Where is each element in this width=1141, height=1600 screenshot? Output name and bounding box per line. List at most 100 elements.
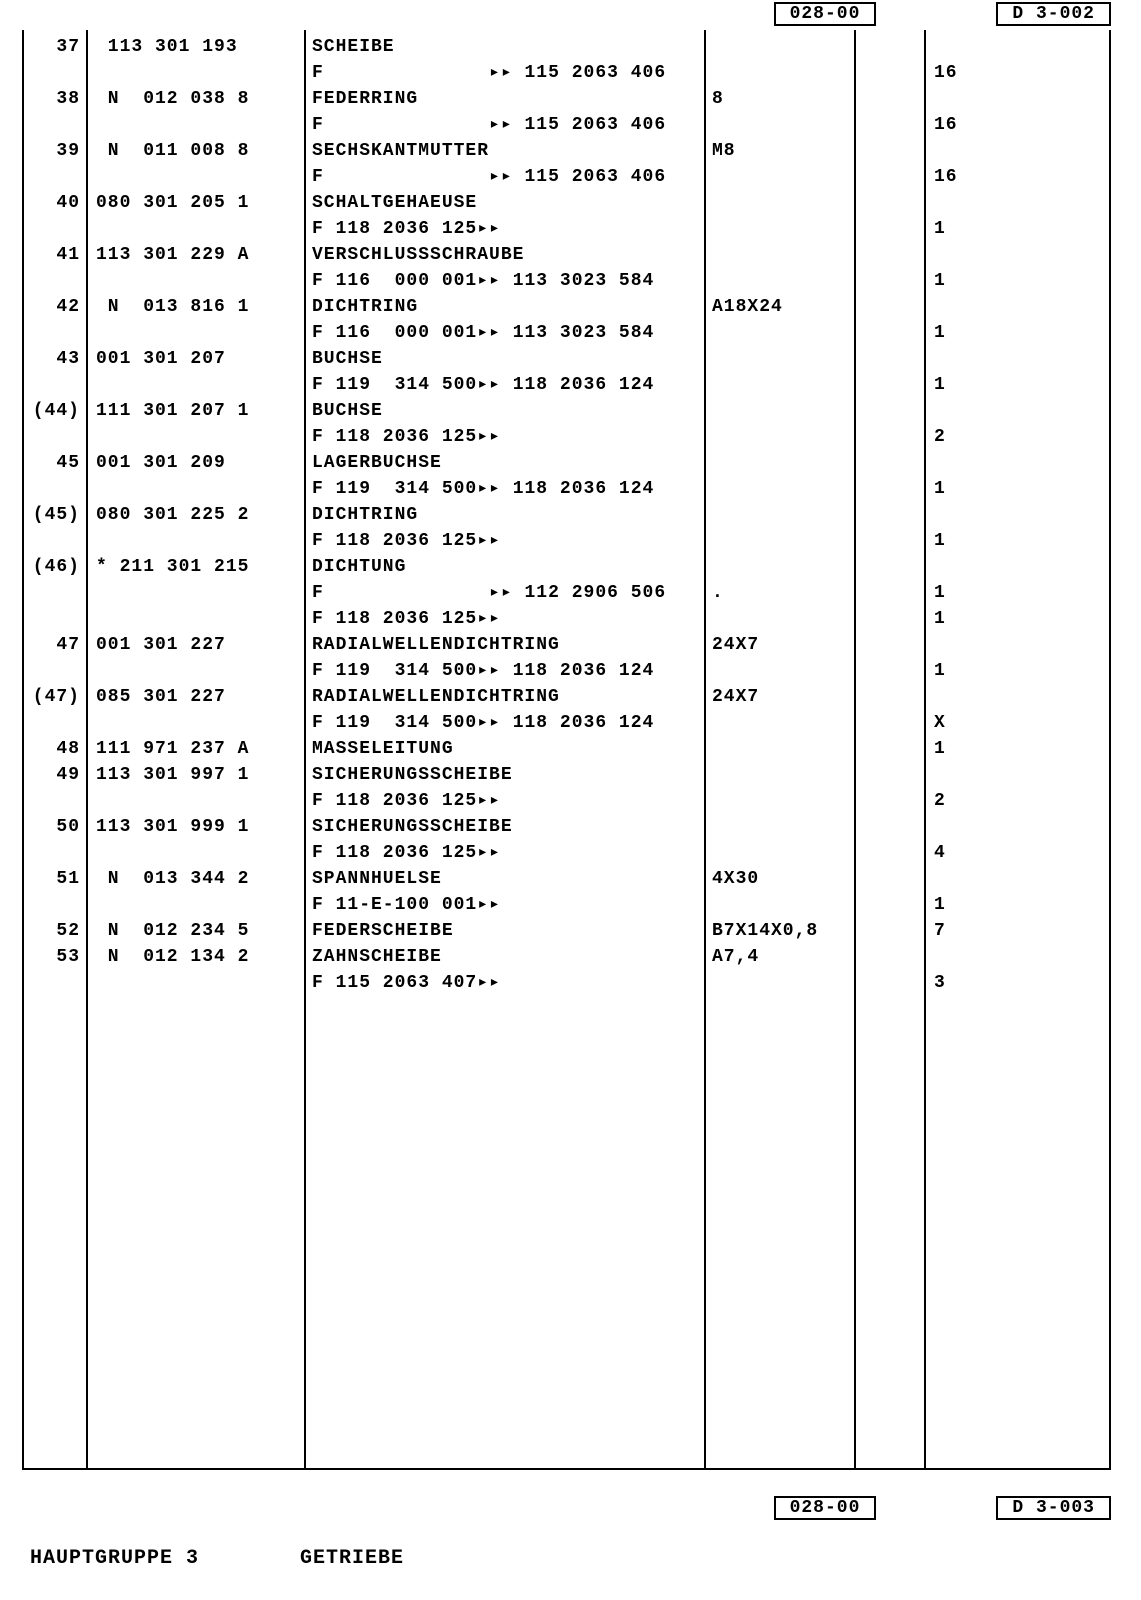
spec-cell (704, 372, 854, 398)
pos-cell: 47 (24, 632, 86, 658)
qty-cell (924, 34, 1109, 60)
extra-cell (854, 190, 924, 216)
extra-cell (854, 944, 924, 970)
qty-cell (924, 944, 1109, 970)
pos-cell: 37 (24, 34, 86, 60)
spec-cell (704, 190, 854, 216)
part-number-cell (86, 320, 304, 346)
description-cell: F ▸▸ 112 2906 506 (304, 580, 704, 606)
spec-cell (704, 320, 854, 346)
extra-cell (854, 632, 924, 658)
description-cell: F 118 2036 125▸▸ (304, 424, 704, 450)
table-row: 49113 301 997 1SICHERUNGSSCHEIBE (24, 762, 1109, 788)
qty-cell: 7 (924, 918, 1109, 944)
footer-code-1: 028-00 (774, 1496, 877, 1520)
part-number-cell: 080 301 225 2 (86, 502, 304, 528)
pos-cell (24, 658, 86, 684)
qty-cell (924, 684, 1109, 710)
part-number-cell (86, 892, 304, 918)
pos-cell (24, 970, 86, 996)
description-cell: F 11-E-100 001▸▸ (304, 892, 704, 918)
extra-cell (854, 580, 924, 606)
pos-cell (24, 320, 86, 346)
spec-cell (704, 710, 854, 736)
extra-cell (854, 112, 924, 138)
table-row: F ▸▸ 112 2906 506.1 (24, 580, 1109, 606)
qty-cell: 1 (924, 476, 1109, 502)
table-row: 39 N 011 008 8SECHSKANTMUTTERM8 (24, 138, 1109, 164)
pos-cell: 52 (24, 918, 86, 944)
extra-cell (854, 892, 924, 918)
qty-cell: 1 (924, 320, 1109, 346)
pos-cell (24, 372, 86, 398)
footer-codes: 028-00 D 3-003 (774, 1496, 1111, 1520)
pos-cell (24, 606, 86, 632)
description-cell: F 119 314 500▸▸ 118 2036 124 (304, 476, 704, 502)
pos-cell: (47) (24, 684, 86, 710)
spec-cell (704, 164, 854, 190)
extra-cell (854, 606, 924, 632)
extra-cell (854, 918, 924, 944)
pos-cell (24, 788, 86, 814)
spec-cell: 24X7 (704, 684, 854, 710)
qty-cell: 16 (924, 112, 1109, 138)
spec-cell (704, 606, 854, 632)
qty-cell: 1 (924, 372, 1109, 398)
part-number-cell: N 013 344 2 (86, 866, 304, 892)
qty-cell (924, 138, 1109, 164)
spec-cell: B7X14X0,8 (704, 918, 854, 944)
spec-cell: 4X30 (704, 866, 854, 892)
pos-cell: 43 (24, 346, 86, 372)
table-row: F 119 314 500▸▸ 118 2036 1241 (24, 372, 1109, 398)
pos-cell (24, 164, 86, 190)
qty-cell (924, 346, 1109, 372)
extra-cell (854, 970, 924, 996)
pos-cell (24, 580, 86, 606)
part-number-cell (86, 788, 304, 814)
description-cell: F 119 314 500▸▸ 118 2036 124 (304, 710, 704, 736)
part-number-cell: 113 301 229 A (86, 242, 304, 268)
footer-code-2: D 3-003 (996, 1496, 1111, 1520)
description-cell: F 115 2063 407▸▸ (304, 970, 704, 996)
header-codes: 028-00 D 3-002 (774, 2, 1111, 26)
qty-cell: 2 (924, 424, 1109, 450)
part-number-cell: N 012 038 8 (86, 86, 304, 112)
table-row: F 116 000 001▸▸ 113 3023 5841 (24, 320, 1109, 346)
pos-cell (24, 840, 86, 866)
part-number-cell (86, 268, 304, 294)
description-cell: F 118 2036 125▸▸ (304, 840, 704, 866)
extra-cell (854, 840, 924, 866)
part-number-cell (86, 216, 304, 242)
spec-cell: . (704, 580, 854, 606)
part-number-cell: * 211 301 215 (86, 554, 304, 580)
extra-cell (854, 788, 924, 814)
qty-cell: 1 (924, 606, 1109, 632)
description-cell: F 119 314 500▸▸ 118 2036 124 (304, 658, 704, 684)
table-row: F 11-E-100 001▸▸1 (24, 892, 1109, 918)
qty-cell: 3 (924, 970, 1109, 996)
description-cell: SICHERUNGSSCHEIBE (304, 814, 704, 840)
part-number-cell (86, 60, 304, 86)
table-row: F 118 2036 125▸▸ 2 (24, 424, 1109, 450)
spec-cell (704, 658, 854, 684)
parts-table: 37 113 301 193SCHEIBEF ▸▸ 115 2063 40616… (22, 30, 1111, 1470)
part-number-cell: 111 301 207 1 (86, 398, 304, 424)
pos-cell (24, 710, 86, 736)
header-code-2: D 3-002 (996, 2, 1111, 26)
table-row: F 119 314 500▸▸ 118 2036 124 1 (24, 476, 1109, 502)
extra-cell (854, 60, 924, 86)
pos-cell (24, 216, 86, 242)
spec-cell (704, 840, 854, 866)
table-row: (46)* 211 301 215DICHTUNG (24, 554, 1109, 580)
table-row: 47001 301 227RADIALWELLENDICHTRING24X7 (24, 632, 1109, 658)
spec-cell (704, 892, 854, 918)
spec-cell (704, 814, 854, 840)
qty-cell (924, 398, 1109, 424)
part-number-cell: 111 971 237 A (86, 736, 304, 762)
part-number-cell: 001 301 207 (86, 346, 304, 372)
extra-cell (854, 502, 924, 528)
extra-cell (854, 294, 924, 320)
part-number-cell (86, 528, 304, 554)
table-row: 53 N 012 134 2ZAHNSCHEIBEA7,4 (24, 944, 1109, 970)
pos-cell: 40 (24, 190, 86, 216)
